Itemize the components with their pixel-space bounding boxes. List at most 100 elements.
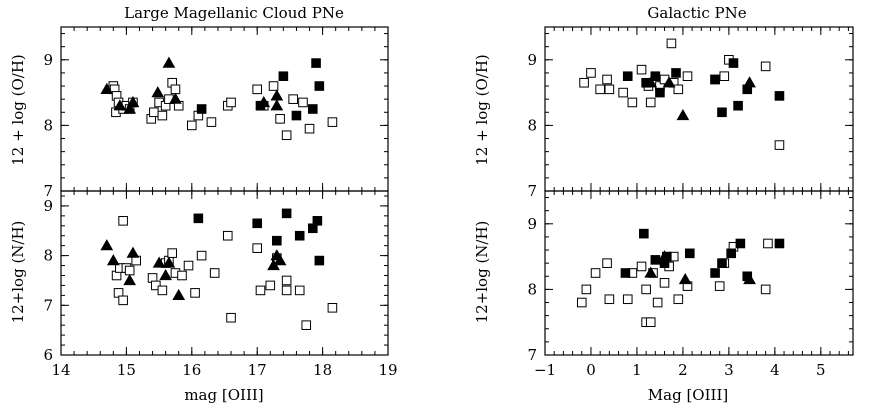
triangle-point — [644, 266, 658, 278]
x-tick-label: 16 — [182, 361, 201, 379]
plot-frame — [544, 190, 854, 356]
y-tick-label: 7 — [527, 182, 537, 200]
right-xlabel: Mag [OIII] — [648, 386, 728, 404]
y-tick-label: 8 — [43, 247, 53, 265]
x-tick-label: 4 — [770, 361, 780, 379]
x-tick-label: 18 — [313, 361, 332, 379]
open-square-point — [659, 278, 670, 288]
x-tick-label: 15 — [117, 361, 136, 379]
open-square-point — [298, 97, 308, 108]
open-square-point — [763, 238, 773, 249]
filled-square-point — [728, 58, 739, 68]
triangle-point — [113, 99, 127, 111]
x-tick-label: 5 — [816, 361, 826, 379]
open-square-point — [124, 265, 135, 276]
right-top-ylabel: 12 + log (O/H) — [473, 54, 491, 166]
y-tick-label: 9 — [43, 197, 53, 215]
open-square-point — [167, 248, 177, 258]
open-square-point — [187, 120, 197, 131]
open-square-point — [177, 270, 187, 281]
filled-square-point — [774, 91, 785, 101]
open-square-point — [206, 117, 217, 127]
y-tick-label: 9 — [527, 215, 537, 233]
filled-square-point — [650, 71, 661, 82]
open-square-point — [682, 71, 693, 82]
x-tick-label: 1 — [632, 361, 642, 379]
open-square-point — [151, 280, 161, 291]
y-tick-label: 7 — [43, 182, 53, 200]
triangle-point — [678, 273, 692, 285]
open-square-point — [118, 216, 128, 226]
open-square-point — [581, 284, 592, 295]
x-tick-label: 0 — [586, 361, 596, 379]
filled-square-point — [620, 268, 631, 278]
panel-lmc-oh: 7 8 9 — [43, 26, 389, 200]
open-square-point — [190, 288, 200, 298]
y-tick-label: 8 — [527, 280, 537, 298]
filled-square-point — [252, 218, 262, 229]
open-square-point — [281, 285, 292, 296]
filled-square-point — [307, 104, 318, 114]
open-square-point — [636, 64, 647, 75]
triangle-point — [152, 256, 166, 268]
filled-square-point — [196, 104, 207, 114]
open-square-point — [209, 268, 220, 278]
open-square-point — [170, 84, 181, 95]
open-square-point — [255, 285, 266, 296]
triangle-point — [270, 99, 284, 111]
filled-square-point — [281, 208, 292, 219]
triangle-point — [123, 273, 137, 286]
plot-frame — [544, 26, 854, 192]
open-square-point — [714, 281, 725, 291]
triangle-point — [662, 76, 676, 88]
open-square-point — [602, 74, 612, 85]
open-square-point — [327, 302, 338, 313]
open-square-point — [294, 285, 305, 296]
triangle-point — [743, 76, 756, 88]
open-square-point — [118, 295, 128, 306]
panel-gal-oh: 7 8 9 — [527, 26, 854, 200]
open-square-point — [281, 275, 292, 286]
panel-lmc-nh: 14 15 16 17 18 19 6 7 8 9 — [43, 190, 398, 379]
open-square-point — [226, 97, 236, 108]
filled-square-point — [774, 238, 785, 249]
open-square-point — [595, 84, 605, 95]
open-square-point — [183, 260, 194, 271]
open-square-point — [281, 130, 292, 141]
open-square-point — [576, 297, 587, 308]
triangle-point — [273, 254, 287, 266]
y-tick-label: 9 — [527, 51, 537, 69]
x-tick-label: 2 — [678, 361, 688, 379]
triangle-point — [100, 239, 114, 251]
x-tick-label: 17 — [248, 361, 267, 379]
y-tick-label: 8 — [43, 116, 53, 134]
filled-square-point — [685, 248, 695, 259]
open-square-point — [666, 38, 677, 49]
left-top-ylabel: 12 + log (O/H) — [9, 54, 27, 166]
triangle-point — [151, 86, 165, 98]
triangle-point — [159, 268, 173, 281]
filled-square-point — [622, 71, 633, 82]
filled-square-point — [650, 255, 661, 265]
filled-square-point — [717, 107, 727, 118]
open-square-point — [222, 230, 233, 241]
open-square-point — [604, 84, 615, 95]
x-tick-label: −1 — [534, 361, 556, 379]
triangle-point — [676, 109, 690, 121]
panel-gal-nh: −1 0 1 2 3 4 5 7 8 9 — [527, 190, 854, 379]
open-square-point — [226, 312, 236, 323]
right-bottom-ylabel: 12+log (N/H) — [473, 221, 491, 324]
y-tick-label: 8 — [527, 116, 537, 134]
triangle-point — [126, 95, 140, 108]
open-square-point — [288, 94, 298, 104]
open-square-point — [157, 110, 168, 121]
plot-frame — [60, 190, 389, 356]
open-square-point — [641, 284, 651, 295]
filled-square-point — [272, 235, 282, 246]
open-square-point — [579, 77, 589, 88]
filled-square-point — [314, 81, 325, 91]
triangle-point — [162, 256, 176, 268]
triangle-point — [100, 82, 114, 94]
triangle-point — [270, 89, 284, 101]
